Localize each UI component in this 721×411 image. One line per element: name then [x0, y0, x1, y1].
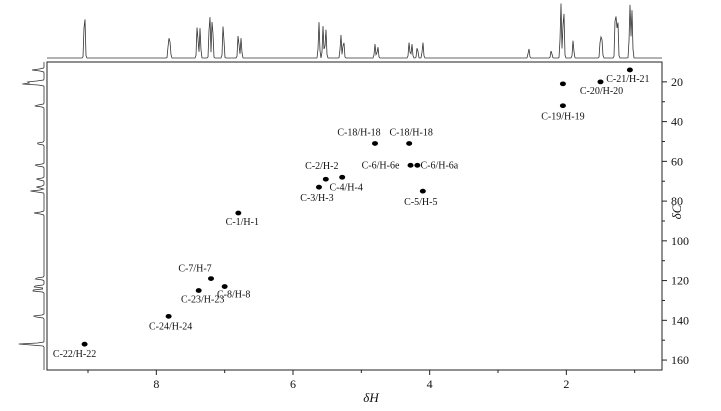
cross-peak-point	[339, 174, 346, 180]
peak-label: C-8/H-8	[217, 290, 250, 301]
x-axis-ticks: 8 6 4 2	[87, 370, 636, 391]
peak-label: C-3/H-3	[300, 193, 333, 204]
peak-label: C-5/H-5	[404, 197, 437, 208]
side-13c-spectrum	[18, 62, 46, 370]
cross-peak-point	[235, 210, 242, 216]
peak-label: C-1/H-1	[226, 217, 259, 228]
y-tick-label: 140	[671, 313, 689, 327]
peak-label: C-18/H-18	[389, 127, 432, 138]
peak-label: C-20/H-20	[580, 86, 623, 97]
cross-peak-point	[195, 288, 202, 293]
cross-peak-point	[559, 103, 566, 109]
peak-label: C-2/H-2	[305, 161, 338, 172]
y-tick-label: 20	[671, 75, 683, 89]
axis-labels: δH δC	[363, 204, 684, 405]
y-tick-label: 60	[671, 154, 683, 168]
y-axis-label: δC	[669, 204, 684, 219]
peak-label: C-18/H-18	[337, 127, 380, 138]
y-tick-label: 100	[671, 234, 689, 248]
cross-peak-point	[221, 284, 228, 289]
top-1h-spectrum	[47, 3, 662, 59]
plot-frame	[46, 61, 663, 371]
peak-label: C-24/H-24	[149, 321, 192, 332]
peak-label: C-7/H-7	[178, 264, 211, 275]
x-tick-label: 2	[563, 377, 569, 391]
y-axis-ticks: 20 40 60 80 100 120 140 160	[662, 75, 689, 367]
cross-peak-point	[322, 176, 329, 182]
peak-label: C-6/H-6e	[362, 160, 400, 171]
cross-peak-point	[559, 81, 566, 87]
x-tick-label: 4	[427, 377, 433, 391]
peak-label: C-19/H-19	[541, 112, 584, 123]
cross-peaks	[81, 67, 633, 347]
cross-peak-point	[81, 341, 88, 347]
cross-peak-point	[597, 79, 604, 85]
cross-peak-point	[407, 162, 414, 168]
cross-peak-point	[208, 276, 214, 281]
cross-peak-point	[419, 188, 426, 194]
peak-label: C-21/H-21	[606, 74, 649, 85]
peak-labels: C-21/H-21C-20/H-20 C-19/H-19 C-18/H-18 C-18…	[53, 74, 650, 360]
peak-label: C-22/H-22	[53, 349, 96, 360]
peak-label: C-4/H-4	[330, 182, 363, 193]
cross-peak-point	[414, 162, 421, 168]
side-spectrum-trace	[18, 62, 46, 370]
peak-label: C-23/H-23	[181, 295, 224, 306]
cross-peak-point	[315, 184, 322, 190]
x-tick-label: 6	[290, 377, 296, 391]
y-tick-label: 120	[671, 274, 689, 288]
y-tick-label: 80	[671, 194, 683, 208]
cross-peak-point	[165, 313, 172, 319]
cross-peak-point	[406, 141, 413, 146]
y-tick-label: 160	[671, 353, 689, 367]
x-axis-label: δH	[363, 390, 379, 405]
y-tick-label: 40	[671, 115, 683, 129]
cross-peak-point	[626, 67, 633, 73]
top-spectrum-trace	[47, 3, 662, 59]
x-tick-label: 8	[153, 377, 159, 391]
cross-peak-point	[372, 141, 378, 146]
peak-label: C-6/H-6a	[420, 160, 458, 171]
